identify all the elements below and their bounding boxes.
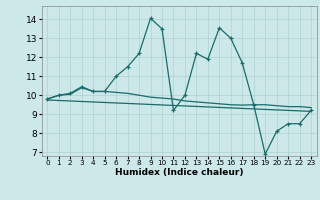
X-axis label: Humidex (Indice chaleur): Humidex (Indice chaleur) [115,168,244,177]
